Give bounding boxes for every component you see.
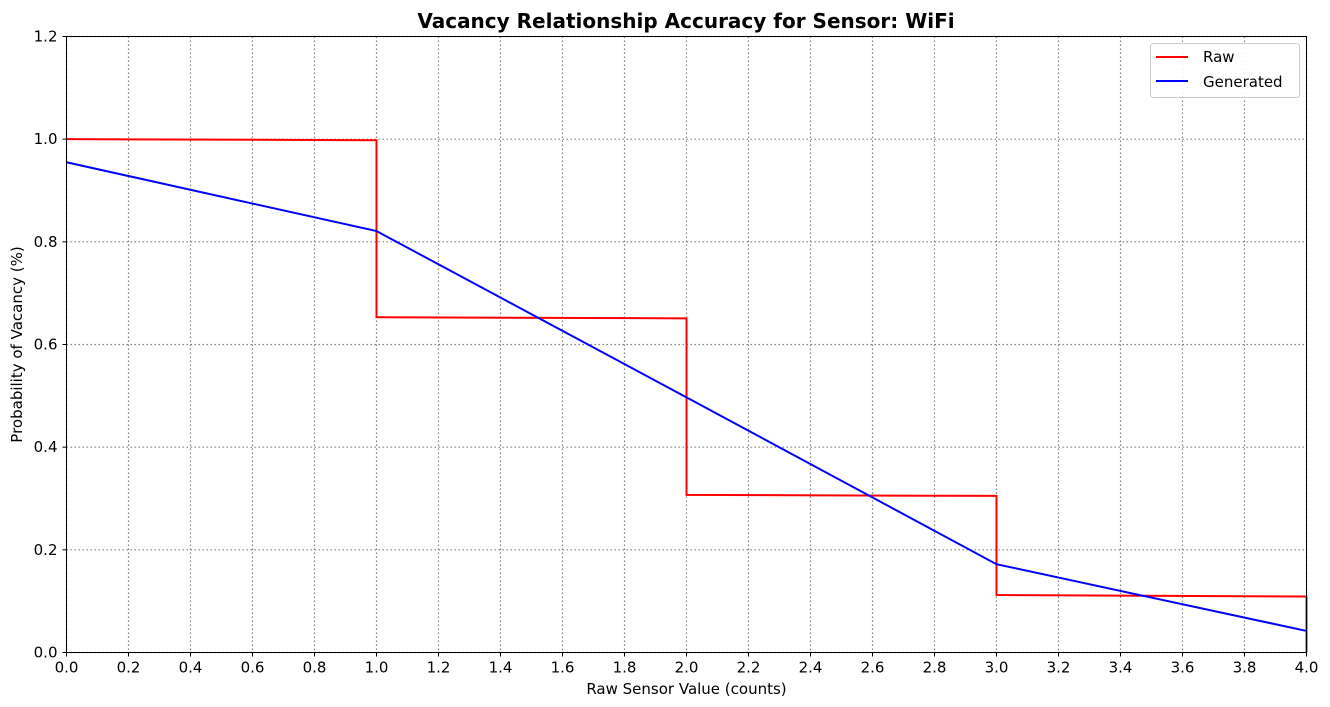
y-tick-label: 0.2 (34, 541, 58, 559)
x-tick-label: 2.6 (861, 659, 885, 677)
x-tick-label: 3.2 (1047, 659, 1071, 677)
x-tick-label: 1.4 (489, 659, 513, 677)
series-line-raw (66, 138, 1308, 653)
y-tick-label: 1.2 (34, 28, 58, 46)
x-tick-label: 1.2 (427, 659, 451, 677)
x-tick-label: 3.8 (1233, 659, 1257, 677)
x-tick-label: 0.2 (117, 659, 141, 677)
x-tick-label: 1.0 (365, 659, 389, 677)
legend-label-raw: Raw (1203, 48, 1235, 66)
x-tick-label: 2.2 (737, 659, 761, 677)
x-tick-label: 2.4 (799, 659, 823, 677)
x-tick-label: 0.0 (55, 659, 79, 677)
x-tick-label: 4.0 (1295, 659, 1319, 677)
x-axis: 0.0 0.2 0.4 0.6 0.8 1.0 1.2 1.4 1.6 1.8 2.0 2.2 2.4 2… (55, 652, 1319, 677)
x-axis-label: Raw Sensor Value (counts) (586, 680, 786, 698)
x-tick-label: 2.8 (923, 659, 947, 677)
x-tick-label: 0.4 (179, 659, 203, 677)
chart-title: Vacancy Relationship Accuracy for Sensor… (417, 9, 954, 33)
y-tick-label: 0.6 (34, 336, 58, 354)
y-axis: 0.0 0.2 0.4 0.6 0.8 1.0 1.2 (34, 28, 67, 662)
y-tick-label: 0.0 (34, 644, 58, 662)
x-tick-label: 0.6 (241, 659, 265, 677)
x-tick-label: 0.8 (303, 659, 327, 677)
x-tick-label: 1.8 (613, 659, 637, 677)
x-tick-label: 3.6 (1171, 659, 1195, 677)
x-tick-label: 2.0 (675, 659, 699, 677)
y-tick-label: 0.8 (34, 233, 58, 251)
legend-label-generated: Generated (1203, 73, 1283, 91)
x-tick-label: 3.0 (985, 659, 1009, 677)
y-axis-label: Probability of Vacancy (%) (8, 246, 26, 442)
y-tick-label: 1.0 (34, 130, 58, 148)
series-line-generated (66, 161, 1307, 632)
y-tick-label: 0.4 (34, 438, 58, 456)
x-tick-label: 3.4 (1109, 659, 1133, 677)
series-layer (66, 138, 1308, 653)
x-tick-label: 1.6 (551, 659, 575, 677)
legend: Raw Generated (1150, 43, 1300, 98)
